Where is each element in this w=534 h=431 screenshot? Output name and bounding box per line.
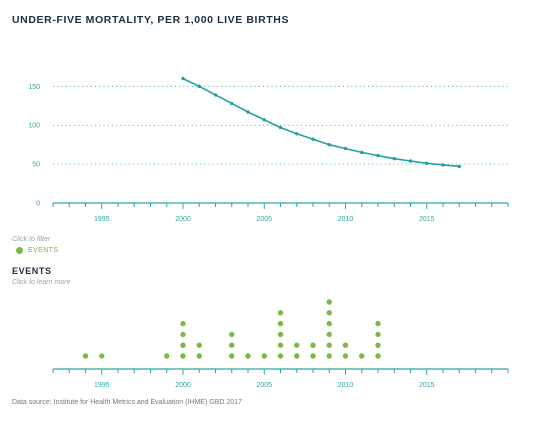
data-point-2007[interactable] xyxy=(295,132,299,136)
data-point-2014[interactable] xyxy=(408,159,413,163)
x-tick-label-2010: 2010 xyxy=(338,216,354,223)
legend-label: EVENTS xyxy=(28,247,59,254)
data-point-2008[interactable] xyxy=(311,137,315,141)
events-x-tick-label-2005: 2005 xyxy=(256,382,272,389)
event-dot-1999-1[interactable] xyxy=(164,353,170,359)
event-dot-2008-2[interactable] xyxy=(310,342,316,348)
data-point-2016[interactable] xyxy=(441,163,445,167)
data-point-2004[interactable] xyxy=(246,110,250,114)
event-dot-2007-1[interactable] xyxy=(294,353,300,359)
event-dot-2004-1[interactable] xyxy=(245,353,251,359)
legend-item-events[interactable]: EVENTS xyxy=(16,247,58,254)
event-dot-2000-2[interactable] xyxy=(180,342,186,348)
x-tick-label-2000: 2000 xyxy=(175,216,191,223)
event-dot-2009-4[interactable] xyxy=(326,320,332,327)
events-x-tick-label-2000: 2000 xyxy=(175,382,191,389)
event-dot-2003-2[interactable] xyxy=(229,342,235,348)
line-chart-gridlines xyxy=(53,85,508,165)
event-dot-2011-1[interactable] xyxy=(359,353,365,359)
event-dot-2006-2[interactable] xyxy=(277,342,284,348)
events-heading: EVENTS xyxy=(12,266,52,276)
event-dot-2006-3[interactable] xyxy=(277,331,284,338)
event-dot-2009-1[interactable] xyxy=(326,353,332,359)
event-dot-2008-1[interactable] xyxy=(310,353,316,359)
data-point-2000[interactable] xyxy=(181,76,185,81)
data-point-2005[interactable] xyxy=(262,118,266,122)
event-dot-2012-2[interactable] xyxy=(375,342,381,348)
data-point-2002[interactable] xyxy=(213,93,218,97)
data-point-2015[interactable] xyxy=(425,161,429,166)
data-point-2003[interactable] xyxy=(230,101,234,106)
mortality-line xyxy=(182,77,460,168)
event-dot-2001-1[interactable] xyxy=(196,353,202,359)
mortality-series xyxy=(181,76,461,169)
data-point-2009[interactable] xyxy=(327,142,331,147)
legend-dot-icon xyxy=(16,247,23,254)
x-tick-label-2005: 2005 xyxy=(256,216,272,223)
data-point-2012[interactable] xyxy=(376,153,380,158)
y-tick-label-100: 100 xyxy=(28,123,40,130)
y-tick-label-150: 150 xyxy=(28,84,40,91)
filter-hint: Click to filter xyxy=(12,236,51,243)
event-dot-2003-3[interactable] xyxy=(229,331,235,338)
event-dot-2009-2[interactable] xyxy=(326,342,332,348)
mortality-line-chart: 0 50 100 150 1995 2000 2005 2010 2015 xyxy=(28,76,509,223)
event-dot-2005-1[interactable] xyxy=(261,353,267,359)
event-dot-2009-3[interactable] xyxy=(326,331,332,338)
event-dot-2000-3[interactable] xyxy=(180,331,186,338)
event-dot-2003-1[interactable] xyxy=(229,353,235,359)
event-dot-2006-5[interactable] xyxy=(277,310,284,316)
event-dot-2000-4[interactable] xyxy=(180,320,186,327)
event-dot-2007-2[interactable] xyxy=(294,342,300,348)
line-chart-y-ticks: 0 50 100 150 xyxy=(28,84,40,208)
event-dot-2006-4[interactable] xyxy=(277,320,284,327)
event-dot-2010-2[interactable] xyxy=(342,342,349,348)
event-dot-2000-1[interactable] xyxy=(180,353,186,359)
x-tick-label-2015: 2015 xyxy=(419,216,435,223)
data-source: Data source: Institute for Health Metric… xyxy=(12,399,242,406)
events-x-tick-label-2015: 2015 xyxy=(419,382,435,389)
event-dot-2009-5[interactable] xyxy=(326,310,332,316)
event-dot-2012-4[interactable] xyxy=(375,320,381,327)
events-dots xyxy=(82,299,381,359)
event-dot-2001-2[interactable] xyxy=(196,342,202,348)
event-dot-2010-1[interactable] xyxy=(342,353,349,359)
data-point-2013[interactable] xyxy=(392,156,396,161)
event-dot-2012-3[interactable] xyxy=(375,331,381,338)
events-x-tick-label-2010: 2010 xyxy=(338,382,354,389)
event-dot-1995-1[interactable] xyxy=(99,353,105,359)
data-point-2011[interactable] xyxy=(360,150,364,155)
data-point-2006[interactable] xyxy=(278,125,283,130)
event-dot-2012-1[interactable] xyxy=(375,353,381,359)
event-dot-1994-1[interactable] xyxy=(82,353,89,359)
line-chart-x-axis: 1995 2000 2005 2010 2015 xyxy=(52,202,509,223)
data-point-2010[interactable] xyxy=(343,146,348,151)
event-dot-2009-6[interactable] xyxy=(326,299,332,305)
data-point-2001[interactable] xyxy=(197,84,201,89)
events-x-tick-label-1995: 1995 xyxy=(94,382,110,389)
y-tick-label-0: 0 xyxy=(36,201,40,208)
learn-more-hint: Click to learn more xyxy=(12,279,71,286)
data-point-2017[interactable] xyxy=(457,164,461,169)
x-tick-label-1995: 1995 xyxy=(94,216,110,223)
events-x-axis: 1995 2000 2005 2010 2015 xyxy=(52,368,509,389)
event-dot-2006-1[interactable] xyxy=(277,353,284,359)
y-tick-label-50: 50 xyxy=(32,162,40,169)
chart-title: UNDER-FIVE MORTALITY, PER 1,000 LIVE BIR… xyxy=(12,14,290,26)
